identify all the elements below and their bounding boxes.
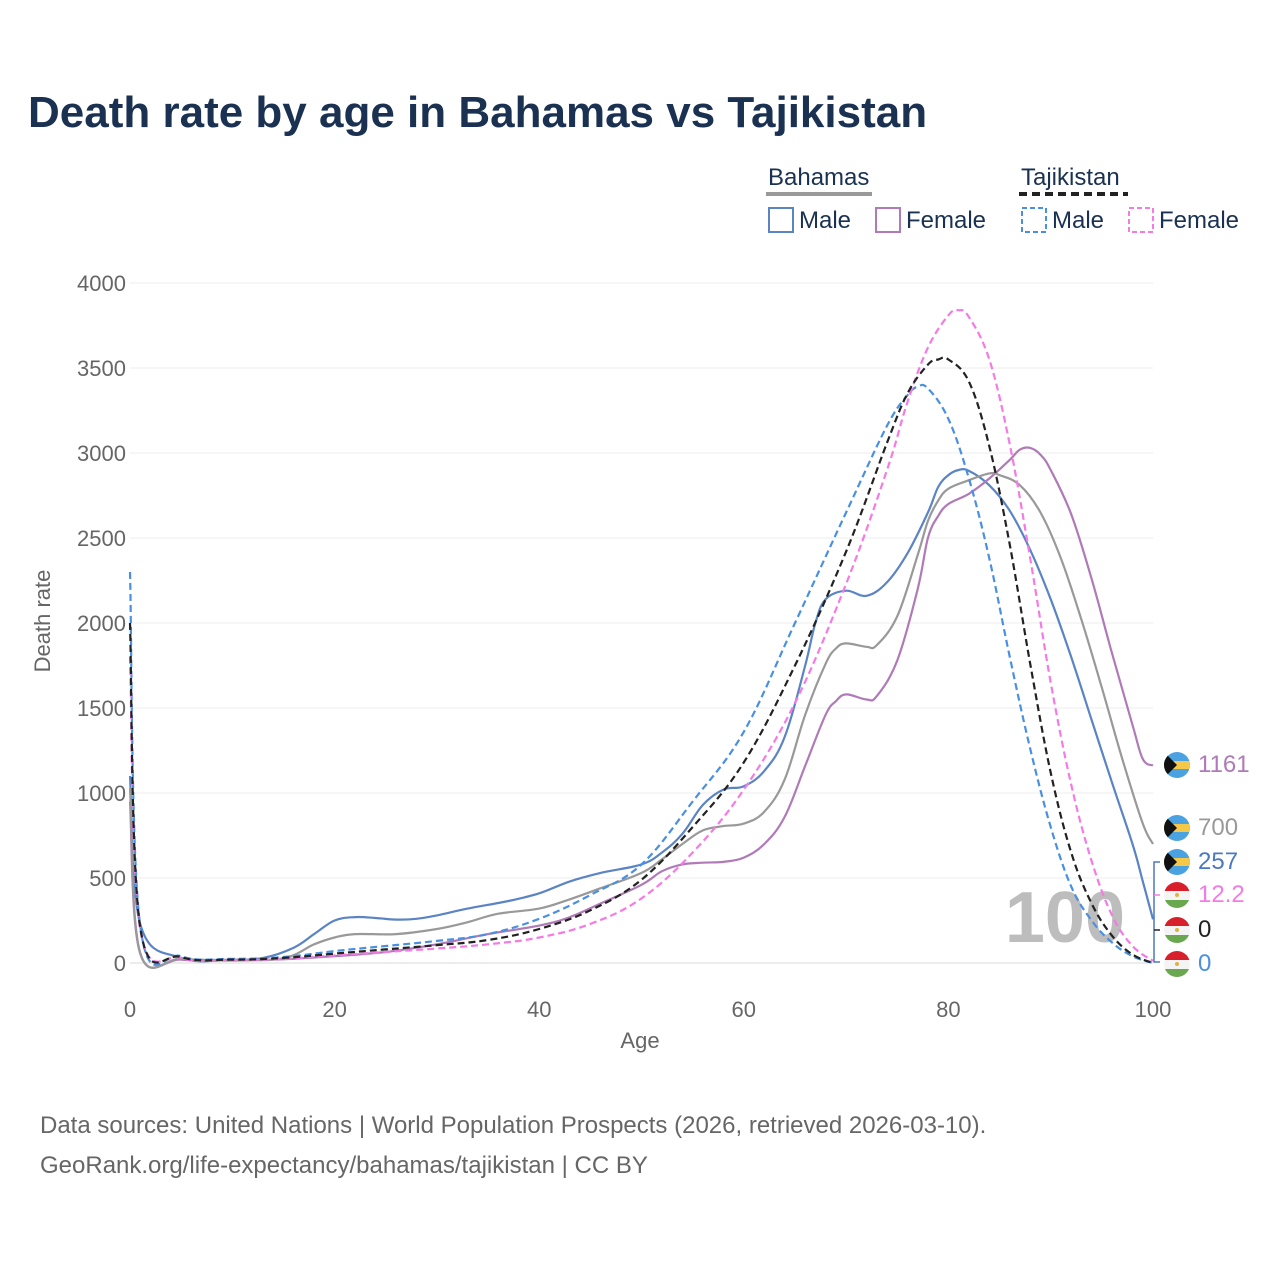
y-axis-label: Death rate [30,570,55,673]
y-tick-label: 1500 [77,696,126,721]
legend-swatch [1128,207,1154,233]
x-tick-label: 20 [322,997,346,1022]
x-tick-label: 80 [936,997,960,1022]
end-label-bahamas-total: 700 [1198,814,1238,841]
series-line-bahamas-total[interactable] [128,471,1154,969]
legend-item-bahamas-male[interactable]: Male [768,207,851,234]
legend-item-bahamas-female[interactable]: Female [875,207,986,234]
legend-swatch [1021,207,1047,233]
axis-ticks: 0 500 1000 1500 2000 2500 3000 3500 4000 0 20 40 60 8… [77,271,1171,1022]
x-tick-label: 0 [124,997,136,1022]
end-label-bahamas-female: 1161 [1198,751,1250,778]
y-tick-label: 3000 [77,441,126,466]
legend-group-tajikistan: Tajikistan Male Female [1019,164,1239,234]
end-label-tajikistan-female: 12.2 [1198,881,1245,908]
legend-item-label: Male [1052,207,1104,234]
x-tick-label: 40 [527,997,551,1022]
end-label-tajikistan-male: 0 [1198,950,1211,977]
series-line-tajikistan-female[interactable] [128,308,1154,963]
legend-swatch [875,207,901,233]
y-tick-label: 2000 [77,611,126,636]
legend: Bahamas Male Female Tajikistan Male Fema… [766,164,1239,234]
legend-item-label: Female [906,207,986,234]
data-sources-text: Data sources: United Nations | World Pop… [40,1112,987,1139]
series-line-bahamas-male[interactable] [128,468,1155,963]
tajikistan-flag-icon [1164,917,1190,943]
y-tick-label: 4000 [77,271,126,296]
y-tick-label: 1000 [77,781,126,806]
legend-item-label: Male [799,207,851,234]
legend-item-label: Female [1159,207,1239,234]
chart-title: Death rate by age in Bahamas vs Tajikist… [28,88,928,137]
legend-group-title: Bahamas [768,164,869,191]
tajikistan-flag-icon [1164,882,1190,908]
x-tick-label: 100 [1135,997,1172,1022]
y-tick-label: 0 [114,951,126,976]
series-lines [128,308,1155,969]
y-tick-label: 500 [89,866,126,891]
legend-group-bahamas: Bahamas Male Female [766,164,986,234]
x-tick-label: 60 [732,997,756,1022]
y-tick-label: 3500 [77,356,126,381]
end-label-bahamas-male: 257 [1198,848,1238,875]
tajikistan-flag-icon [1164,951,1190,977]
series-line-tajikistan-total[interactable] [128,356,1154,965]
bahamas-flag-icon [1164,752,1190,778]
legend-item-tajikistan-male[interactable]: Male [1021,207,1104,234]
legend-item-tajikistan-female[interactable]: Female [1128,207,1239,234]
bahamas-flag-icon [1164,849,1190,875]
end-label-bracket [1153,861,1160,963]
bahamas-flag-icon [1164,815,1190,841]
y-tick-label: 2500 [77,526,126,551]
grid-lines [130,282,1153,964]
end-label-tajikistan-total: 0 [1198,916,1211,943]
x-axis-label: Age [620,1028,659,1053]
footer: Data sources: United Nations | World Pop… [40,1106,986,1186]
legend-swatch [768,207,794,233]
legend-group-title: Tajikistan [1021,164,1120,191]
source-link[interactable]: GeoRank.org/life-expectancy/bahamas/taji… [40,1152,648,1179]
year-watermark: 100 [1005,878,1125,958]
